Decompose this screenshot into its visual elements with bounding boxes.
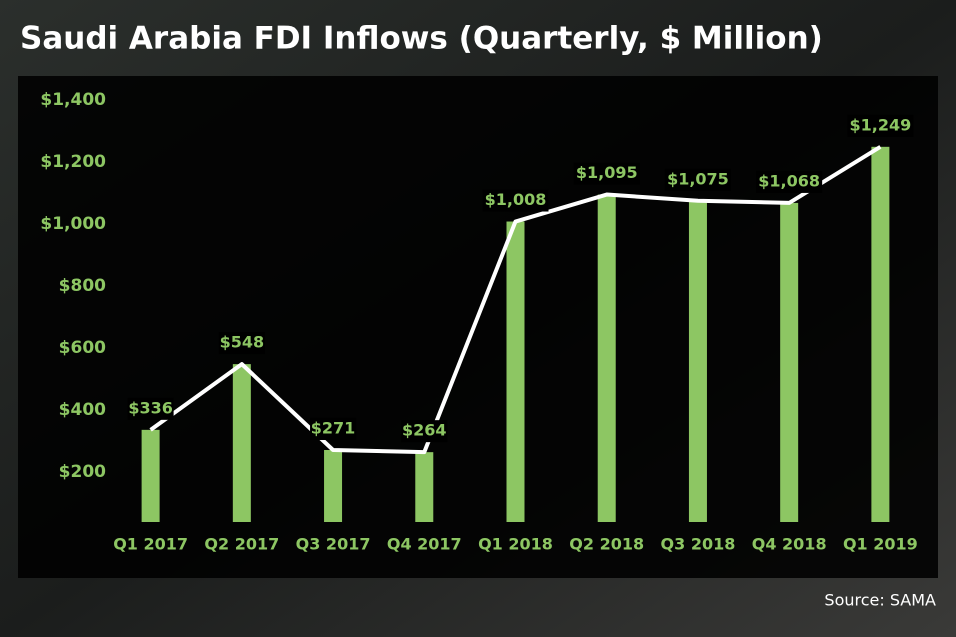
bar (871, 146, 890, 522)
value-label-bg (847, 114, 914, 137)
chart-title: Saudi Arabia FDI Inflows (Quarterly, $ M… (20, 21, 823, 57)
value-label: $1,008 (485, 190, 547, 209)
x-tick-label: Q2 2018 (569, 535, 644, 554)
value-label-bg (401, 420, 448, 443)
value-label: $1,075 (667, 169, 729, 188)
value-label-bg (482, 189, 549, 212)
bar (506, 221, 525, 522)
y-tick-label: $800 (59, 276, 106, 296)
value-label: $271 (311, 418, 356, 437)
bar (415, 452, 434, 522)
x-tick-label: Q1 2018 (478, 535, 553, 554)
value-label-bg (127, 397, 174, 420)
y-tick-label: $1,200 (40, 152, 106, 172)
y-tick-label: $200 (59, 462, 106, 482)
value-label: $1,068 (758, 171, 820, 190)
value-label: $336 (128, 398, 173, 417)
y-tick-label: $600 (59, 338, 106, 358)
value-label: $1,249 (850, 115, 912, 134)
source-note: Source: SAMA (824, 591, 936, 610)
x-tick-label: Q1 2019 (843, 535, 918, 554)
bar (141, 429, 160, 522)
value-label: $548 (220, 333, 265, 352)
bar (688, 200, 707, 522)
y-tick-label: $1,400 (40, 90, 106, 110)
x-tick-label: Q4 2018 (752, 535, 827, 554)
bar (597, 194, 616, 523)
y-tick-label: $1,000 (40, 214, 106, 234)
x-tick-label: Q3 2017 (296, 535, 371, 554)
value-label-bg (664, 168, 731, 191)
x-tick-label: Q4 2017 (387, 535, 462, 554)
bar (324, 449, 343, 522)
trend-line (149, 145, 882, 455)
value-label: $264 (402, 421, 447, 440)
x-tick-label: Q1 2017 (113, 535, 188, 554)
x-tick-label: Q3 2018 (661, 535, 736, 554)
value-label-bg (573, 162, 640, 185)
x-tick-label: Q2 2017 (204, 535, 279, 554)
bar (780, 202, 799, 523)
value-label-bg (756, 170, 823, 193)
value-label-bg (218, 332, 265, 355)
y-tick-label: $400 (59, 400, 106, 420)
bar (232, 364, 251, 522)
value-label: $1,095 (576, 163, 638, 182)
value-label-bg (310, 417, 357, 440)
